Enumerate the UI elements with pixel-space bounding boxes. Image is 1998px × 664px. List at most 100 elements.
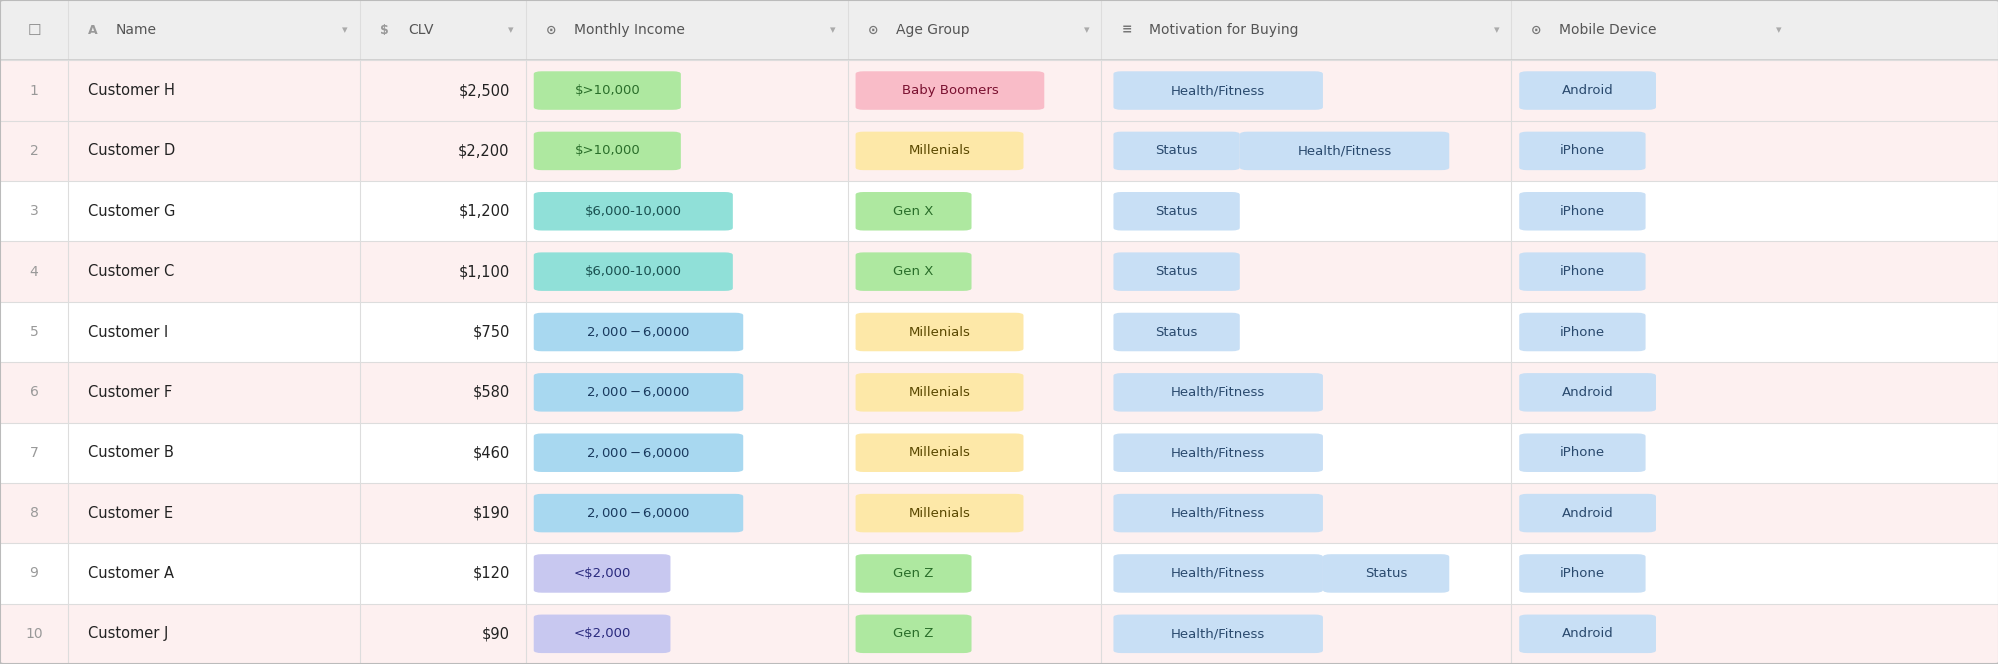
Text: Customer J: Customer J (88, 626, 168, 641)
FancyBboxPatch shape (855, 554, 971, 593)
Text: <$2,000: <$2,000 (573, 567, 631, 580)
Text: $2,000-$6,0000: $2,000-$6,0000 (585, 325, 689, 339)
FancyBboxPatch shape (1518, 373, 1654, 412)
Text: Motivation for Buying: Motivation for Buying (1149, 23, 1299, 37)
Text: A: A (88, 24, 98, 37)
FancyBboxPatch shape (1518, 71, 1654, 110)
Text: 2: 2 (30, 144, 38, 158)
Bar (0, 604, 1998, 664)
Text: Health/Fitness: Health/Fitness (1171, 446, 1265, 459)
Text: <$2,000: <$2,000 (573, 627, 631, 640)
Text: ≡: ≡ (1121, 24, 1131, 37)
Text: iPhone: iPhone (1558, 205, 1604, 218)
Text: iPhone: iPhone (1558, 446, 1604, 459)
FancyBboxPatch shape (533, 131, 681, 170)
FancyBboxPatch shape (533, 554, 669, 593)
FancyBboxPatch shape (1113, 313, 1239, 351)
Text: ▾: ▾ (1493, 25, 1498, 35)
FancyBboxPatch shape (533, 434, 743, 472)
Text: $>10,000: $>10,000 (573, 144, 639, 157)
FancyBboxPatch shape (533, 252, 733, 291)
Text: $1,100: $1,100 (458, 264, 509, 279)
Text: $: $ (380, 24, 388, 37)
Text: $2,200: $2,200 (458, 143, 509, 159)
Text: 8: 8 (30, 506, 38, 520)
Text: Status: Status (1365, 567, 1407, 580)
Text: Monthly Income: Monthly Income (573, 23, 683, 37)
Text: Health/Fitness: Health/Fitness (1297, 144, 1391, 157)
FancyBboxPatch shape (855, 615, 971, 653)
FancyBboxPatch shape (1518, 554, 1644, 593)
Text: Status: Status (1155, 265, 1197, 278)
Text: ⊙: ⊙ (1530, 24, 1540, 37)
Text: Millenials: Millenials (909, 386, 969, 399)
FancyBboxPatch shape (855, 131, 1023, 170)
Text: Gen Z: Gen Z (893, 567, 933, 580)
Text: Customer F: Customer F (88, 385, 172, 400)
Text: Android: Android (1560, 386, 1612, 399)
Text: Gen Z: Gen Z (893, 627, 933, 640)
Text: Status: Status (1155, 325, 1197, 339)
Text: 7: 7 (30, 446, 38, 459)
Bar (0, 543, 1998, 604)
FancyBboxPatch shape (1113, 554, 1323, 593)
FancyBboxPatch shape (855, 71, 1043, 110)
Text: Millenials: Millenials (909, 507, 969, 520)
Text: Health/Fitness: Health/Fitness (1171, 84, 1265, 97)
FancyBboxPatch shape (533, 313, 743, 351)
Text: $460: $460 (472, 446, 509, 460)
Text: Status: Status (1155, 205, 1197, 218)
FancyBboxPatch shape (1113, 373, 1323, 412)
Text: $90: $90 (482, 626, 509, 641)
Text: $2,000-$6,0000: $2,000-$6,0000 (585, 385, 689, 399)
FancyBboxPatch shape (1518, 252, 1644, 291)
FancyBboxPatch shape (533, 615, 669, 653)
Text: 5: 5 (30, 325, 38, 339)
Text: ☐: ☐ (28, 23, 40, 38)
FancyBboxPatch shape (1518, 313, 1644, 351)
Text: ▾: ▾ (1083, 25, 1089, 35)
Text: Customer B: Customer B (88, 446, 174, 460)
Text: 3: 3 (30, 205, 38, 218)
Text: 1: 1 (30, 84, 38, 98)
Bar (0, 242, 1998, 302)
Text: 6: 6 (30, 385, 38, 399)
Text: Android: Android (1560, 627, 1612, 640)
FancyBboxPatch shape (1113, 131, 1239, 170)
Bar (0, 362, 1998, 422)
Text: $1,200: $1,200 (458, 204, 509, 218)
Text: Customer E: Customer E (88, 505, 174, 521)
Text: Health/Fitness: Health/Fitness (1171, 627, 1265, 640)
Text: Customer H: Customer H (88, 83, 174, 98)
Bar (0, 302, 1998, 362)
FancyBboxPatch shape (1518, 494, 1654, 533)
Text: Customer I: Customer I (88, 325, 168, 339)
Text: Android: Android (1560, 507, 1612, 520)
Text: $>10,000: $>10,000 (573, 84, 639, 97)
Text: $2,500: $2,500 (458, 83, 509, 98)
Text: Gen X: Gen X (893, 265, 933, 278)
Text: Health/Fitness: Health/Fitness (1171, 567, 1265, 580)
Text: ⊙: ⊙ (545, 24, 555, 37)
FancyBboxPatch shape (1239, 131, 1449, 170)
Text: $6,000-10,000: $6,000-10,000 (585, 205, 681, 218)
Text: Name: Name (116, 23, 158, 37)
FancyBboxPatch shape (533, 71, 681, 110)
Text: iPhone: iPhone (1558, 144, 1604, 157)
Text: Age Group: Age Group (895, 23, 969, 37)
Text: Millenials: Millenials (909, 325, 969, 339)
FancyBboxPatch shape (1113, 252, 1239, 291)
Bar (0, 181, 1998, 242)
Bar (0, 483, 1998, 543)
Text: ⊙: ⊙ (867, 24, 877, 37)
FancyBboxPatch shape (533, 494, 743, 533)
Bar (0, 60, 1998, 121)
Text: Health/Fitness: Health/Fitness (1171, 386, 1265, 399)
FancyBboxPatch shape (1518, 131, 1644, 170)
FancyBboxPatch shape (1518, 615, 1654, 653)
Text: Android: Android (1560, 84, 1612, 97)
FancyBboxPatch shape (1518, 434, 1644, 472)
Text: Millenials: Millenials (909, 446, 969, 459)
Text: ▾: ▾ (507, 25, 513, 35)
Text: Health/Fitness: Health/Fitness (1171, 507, 1265, 520)
